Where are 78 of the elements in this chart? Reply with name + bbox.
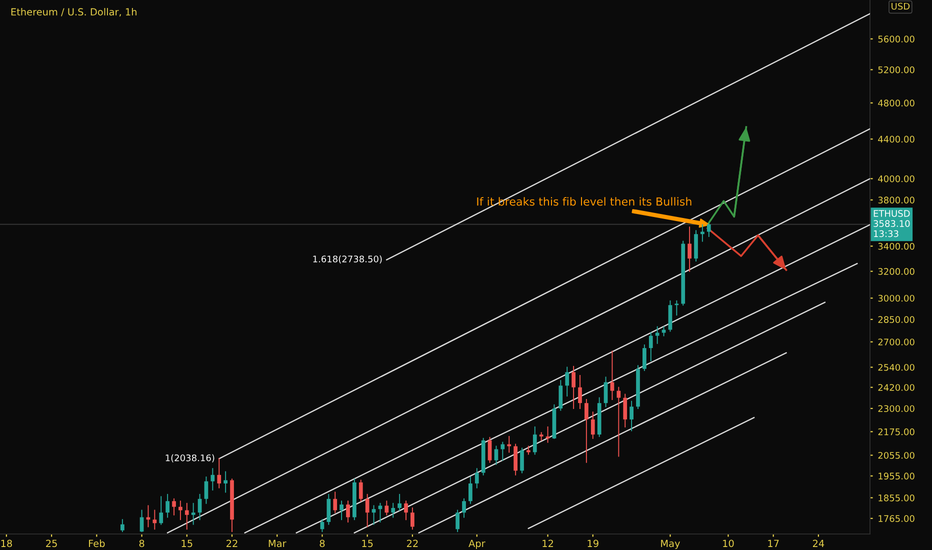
y-tick-label: 3800.00 [878, 196, 914, 204]
annotation: 1.618(2738.50) [313, 255, 382, 264]
candlestick [648, 332, 653, 362]
x-tick-label: 15 [182, 540, 192, 548]
candlestick [546, 426, 550, 443]
candlestick [578, 375, 582, 409]
candlestick [616, 386, 621, 457]
candlestick [674, 300, 679, 316]
y-tick-label: 1855.00 [878, 494, 914, 502]
candlestick [655, 326, 660, 344]
x-tick-label: 8 [320, 540, 325, 548]
x-tick-label: Feb [89, 540, 105, 548]
x-tick-label: 22 [226, 540, 238, 547]
y-tick-label: 2175.00 [878, 428, 914, 436]
candlestick [120, 519, 124, 532]
ref-line-label: ETHUSD 3583.10 13:33 [874, 210, 910, 238]
x-tick-label: 10 [723, 540, 734, 548]
candlestick [642, 344, 646, 372]
x-tick-label: 12 [542, 540, 553, 547]
x-tick-label: 18 [1, 540, 12, 548]
candlestick [572, 366, 576, 409]
candlestick [172, 498, 176, 516]
x-tick-label: 25 [46, 540, 57, 548]
candlestick [700, 224, 704, 242]
x-tick-label: Mar [268, 540, 286, 548]
candlestick [146, 505, 150, 528]
y-tick-label: 5200.00 [878, 66, 914, 74]
candlestick [688, 226, 692, 272]
candlestick [630, 400, 634, 432]
candlestick [558, 380, 563, 411]
candlestick [520, 448, 524, 474]
y-tick-label: 1955.00 [878, 472, 914, 480]
candlestick [565, 366, 570, 396]
y-tick-label: 5600.00 [878, 36, 914, 42]
y-tick-label: 4000.00 [878, 175, 914, 182]
y-tick-label: 2700.00 [878, 338, 914, 346]
annotation: 1(2038.16) [166, 454, 214, 462]
candlestick [184, 502, 189, 530]
candlestick [604, 376, 608, 408]
candlestick [217, 458, 222, 488]
candlestick [224, 471, 228, 493]
x-tick-label: Apr [468, 540, 486, 549]
candlestick [166, 494, 170, 518]
candlestick [159, 496, 164, 525]
y-tick-label: 2300.00 [878, 405, 914, 412]
candlestick [706, 223, 711, 237]
candlestick [152, 510, 157, 530]
candlestick [210, 468, 215, 490]
y-tick-label: 2420.00 [878, 384, 914, 391]
candlestick [610, 350, 614, 400]
y-tick-label: 2850.00 [878, 316, 914, 323]
candlestick [584, 399, 588, 463]
candlestick [532, 426, 537, 455]
y-tick-label: 4800.00 [878, 100, 914, 106]
y-tick-label: 4400.00 [878, 136, 914, 143]
candlestick [204, 476, 208, 504]
candlestick [590, 412, 595, 439]
candlestick [140, 510, 144, 532]
y-tick-label: 3400.00 [878, 242, 914, 250]
x-tick-label: 22 [406, 540, 418, 547]
candlestick [623, 394, 628, 428]
y-tick-label: 3200.00 [878, 268, 914, 275]
text: Ethereum / U.S. Dollar, 1h [11, 8, 136, 17]
x-tick-label: 8 [139, 540, 144, 548]
x-tick-label: May [661, 540, 680, 549]
candlestick [191, 502, 196, 525]
x-tick-label: 24 [812, 540, 824, 547]
x-tick-label: 15 [362, 540, 373, 548]
candlestick [178, 500, 182, 520]
y-tick-label: 1765.00 [878, 515, 914, 522]
x-tick-label: 17 [768, 540, 779, 547]
candlestick [539, 432, 544, 441]
y-tick-label: 2540.00 [878, 364, 914, 371]
y-axis-title: USD [892, 2, 910, 10]
y-tick-label: 2055.00 [878, 452, 914, 459]
annotation: If it breaks this fib level then its Bullish [477, 197, 692, 206]
x-tick-label: 19 [588, 540, 598, 548]
y-tick-label: 3000.00 [878, 294, 914, 302]
